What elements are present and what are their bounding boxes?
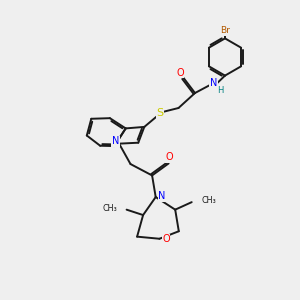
Text: O: O	[176, 68, 184, 78]
Text: N: N	[112, 136, 119, 146]
Text: CH₃: CH₃	[102, 204, 117, 213]
Text: CH₃: CH₃	[201, 196, 216, 206]
Text: Br: Br	[220, 26, 230, 35]
Text: S: S	[156, 108, 164, 118]
Text: N: N	[210, 78, 217, 88]
Text: H: H	[217, 86, 224, 95]
Text: N: N	[158, 191, 165, 202]
Text: O: O	[162, 234, 170, 244]
Text: O: O	[165, 152, 173, 163]
